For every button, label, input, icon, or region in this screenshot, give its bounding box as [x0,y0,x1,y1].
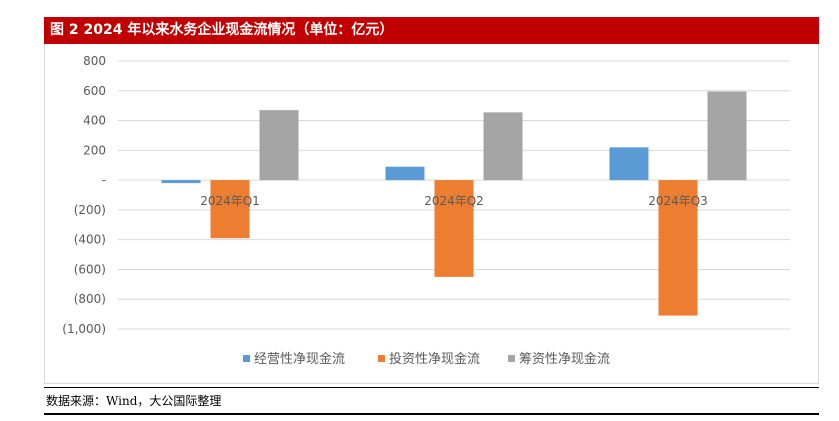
y-tick-label: (1,000) [62,322,106,336]
y-tick-label: (800) [74,292,106,306]
legend-label: 投资性净现金流 [389,351,480,367]
legend-label: 筹资性净现金流 [519,351,610,367]
source-divider-top [44,387,819,388]
y-tick-label: (200) [74,203,106,217]
bar-2-2 [434,180,474,277]
x-category-label: 2024年Q1 [200,194,260,208]
figure-title: 图 2 2024 年以来水务企业现金流情况（单位：亿元） [44,17,819,44]
legend-label: 经营性净现金流 [254,351,345,367]
source-divider-bottom [44,413,819,415]
x-category-label: 2024年Q3 [648,194,708,208]
legend-swatch [508,355,515,362]
bar-1-1 [161,180,201,184]
bar-3-3 [707,91,747,181]
chart-frame [44,44,819,384]
y-tick-label: - [102,173,106,187]
legend-swatch [378,355,385,362]
bar-1-3 [609,147,649,181]
bar-2-1 [210,180,250,239]
y-tick-label: 400 [83,114,106,128]
data-source-note: 数据来源：Wind，大公国际整理 [46,394,222,408]
y-tick-label: 800 [83,54,106,68]
bar-3-1 [259,110,299,181]
y-tick-label: 200 [83,143,106,157]
y-tick-label: (400) [74,233,106,247]
x-category-label: 2024年Q2 [424,194,484,208]
y-tick-label: 600 [83,84,106,98]
bars [161,91,747,316]
y-axis-tick-labels: 800 600 400 200 - (200) (400) (600) (800) (1,000) [62,54,106,336]
x-axis-category-labels: 2024年Q1 2024年Q2 2024年Q3 [200,194,708,208]
legend: 经营性净现金流 投资性净现金流 筹资性净现金流 [243,351,610,367]
bar-3-2 [483,112,523,181]
legend-swatch [243,355,250,362]
y-tick-label: (600) [74,262,106,276]
bar-1-2 [385,166,425,181]
bar-2-3 [658,180,698,316]
